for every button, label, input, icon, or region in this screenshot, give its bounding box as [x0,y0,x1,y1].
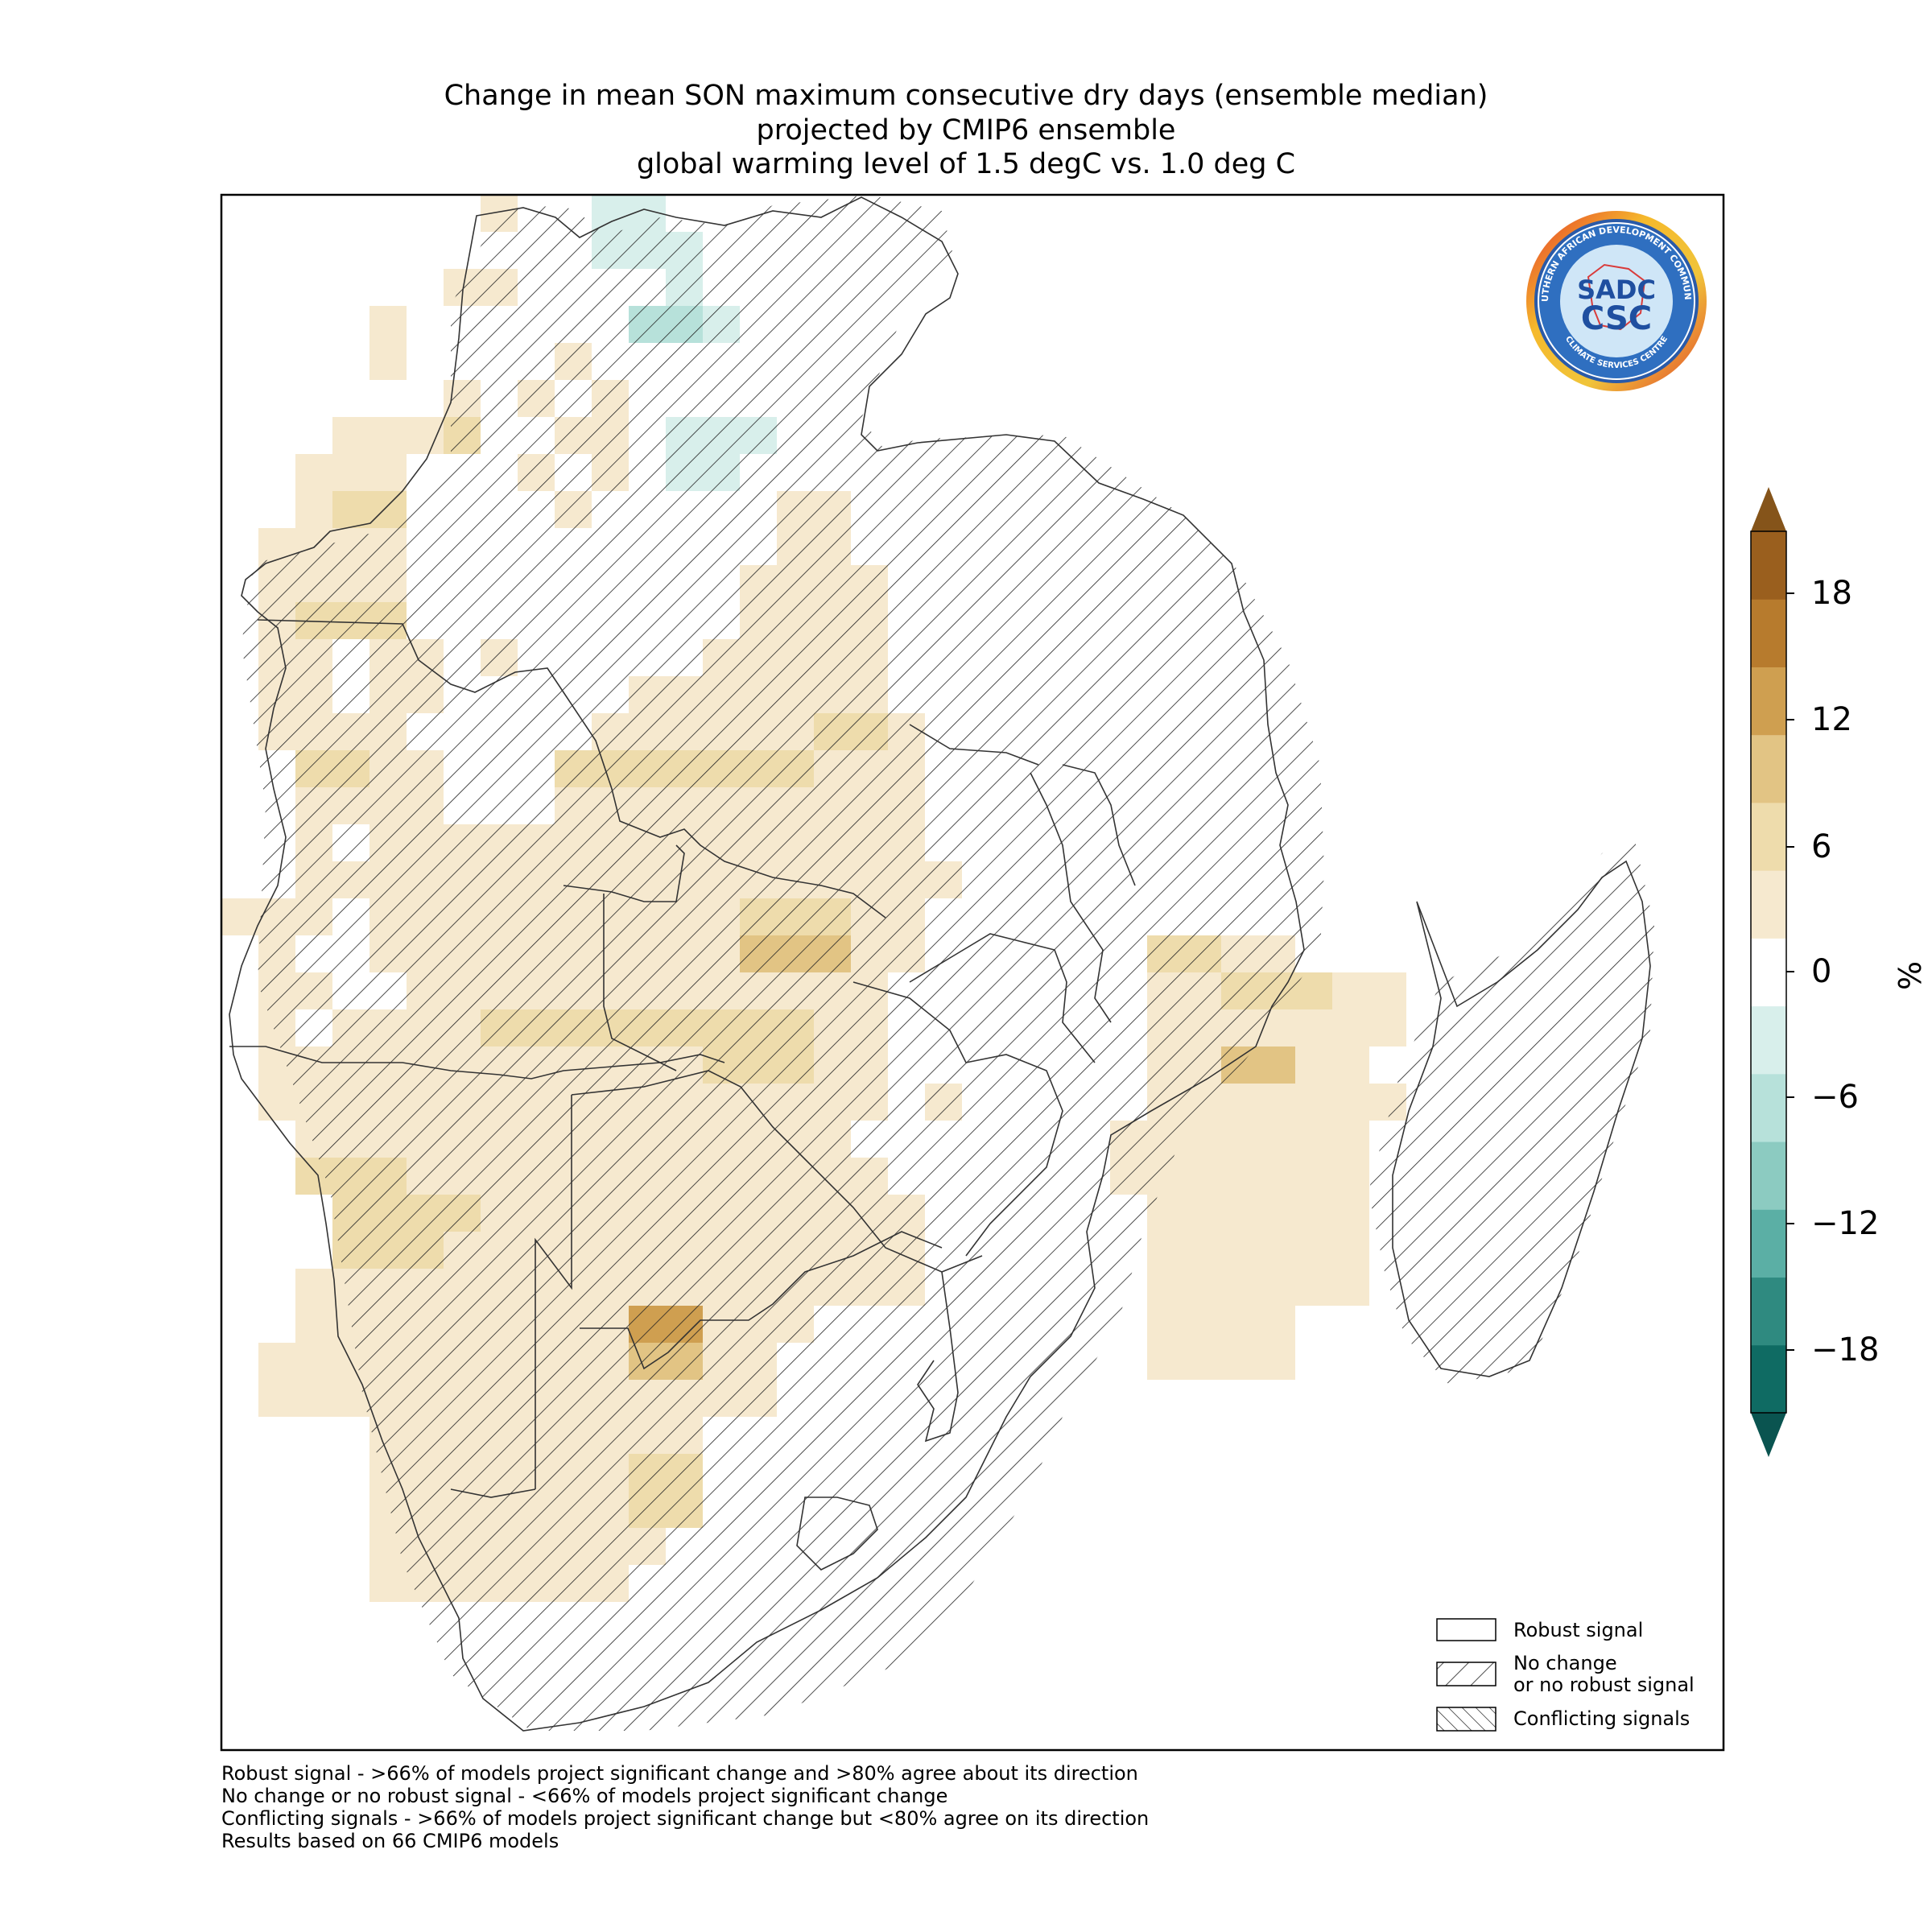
grid-cell [258,1380,332,1417]
colorbar-segment [1751,1277,1786,1346]
colorbar-tick-minus-18: −18 [1811,1331,1880,1368]
colorbar-tick-0: 0 [1811,953,1832,990]
country-borders [229,196,1651,1732]
grid-cell [1147,1232,1369,1269]
colorbar-tick-18: 18 [1811,575,1852,612]
colorbar-extend-low [1751,1413,1786,1457]
sadc-csc-logo: SOUTHERN AFRICAN DEVELOPMENT COMMUNITY C… [1520,200,1709,394]
colorbar-segments [1751,531,1786,1414]
colorbar-segment [1751,1209,1786,1278]
grid-cell [295,1306,332,1343]
grid-cell [1147,1343,1295,1380]
grid-cell [1295,1046,1369,1084]
grid-cell [1147,1306,1295,1343]
grid-cell [258,1343,332,1380]
colorbar-segment [1751,870,1786,939]
legend-label-no-change-2: or no robust signal [1513,1674,1695,1696]
grid-cell [332,417,444,454]
grid-cell [369,343,407,380]
colorbar-segment [1751,1073,1786,1142]
grid-cell [369,306,407,343]
legend-label-robust: Robust signal [1513,1619,1644,1641]
grid-cell [295,491,332,528]
legend-label-conflicting: Conflicting signals [1513,1707,1690,1730]
legend-swatch-conflicting [1436,1707,1496,1732]
footnote-robust: Robust signal - >66% of models project s… [221,1762,1138,1785]
map-area [221,195,1654,1732]
map-title-line-3: global warming level of 1.5 degC vs. 1.0… [636,148,1296,180]
colorbar-segment [1751,1005,1786,1075]
colorbar-tick-minus-6: −6 [1811,1079,1859,1116]
colorbar-segment [1751,599,1786,667]
colorbar [1750,487,1794,1457]
colorbar-extend-high [1751,487,1786,531]
map-frame [220,193,1725,1752]
colorbar-tick-12: 12 [1811,701,1852,738]
svg-text:CSC: CSC [1581,300,1652,337]
hatch-legend [1436,1618,1496,1732]
map-title-line-1: Change in mean SON maximum consecutive d… [444,80,1488,112]
grid-cell [369,454,407,491]
grid-cell [221,898,258,935]
footnote-conflicting: Conflicting signals - >66% of models pro… [221,1807,1150,1830]
legend-swatch-robust [1436,1618,1496,1641]
colorbar-segment [1751,1141,1786,1210]
hatching-no-robust-signal [242,195,1324,1731]
colorbar-segment [1751,531,1786,600]
colorbar-tick-minus-12: −12 [1811,1205,1880,1242]
footnote-no-change: No change or no robust signal - <66% of … [221,1785,948,1807]
colorbar-unit-label: % [1893,960,1929,991]
colorbar-segment [1751,938,1786,1007]
svg-text:SADC: SADC [1577,275,1656,305]
hatching-madagascar [1368,837,1654,1385]
grid-cell [295,454,369,491]
grid-cell [1147,1269,1369,1306]
footnote-models: Results based on 66 CMIP6 models [221,1830,559,1852]
grid-cell [1147,1195,1369,1232]
colorbar-segment [1751,667,1786,736]
colorbar-tick-6: 6 [1811,828,1832,865]
colorbar-segment [1751,1344,1786,1414]
colorbar-segment [1751,802,1786,871]
colorbar-segment [1751,734,1786,803]
legend-label-no-change-1: No change [1513,1652,1617,1674]
colorbar-ticks [1786,592,1794,1351]
map-title-line-2: projected by CMIP6 ensemble [756,114,1176,147]
grid-cell [1332,972,1406,1009]
legend-swatch-no-change [1436,1662,1496,1686]
